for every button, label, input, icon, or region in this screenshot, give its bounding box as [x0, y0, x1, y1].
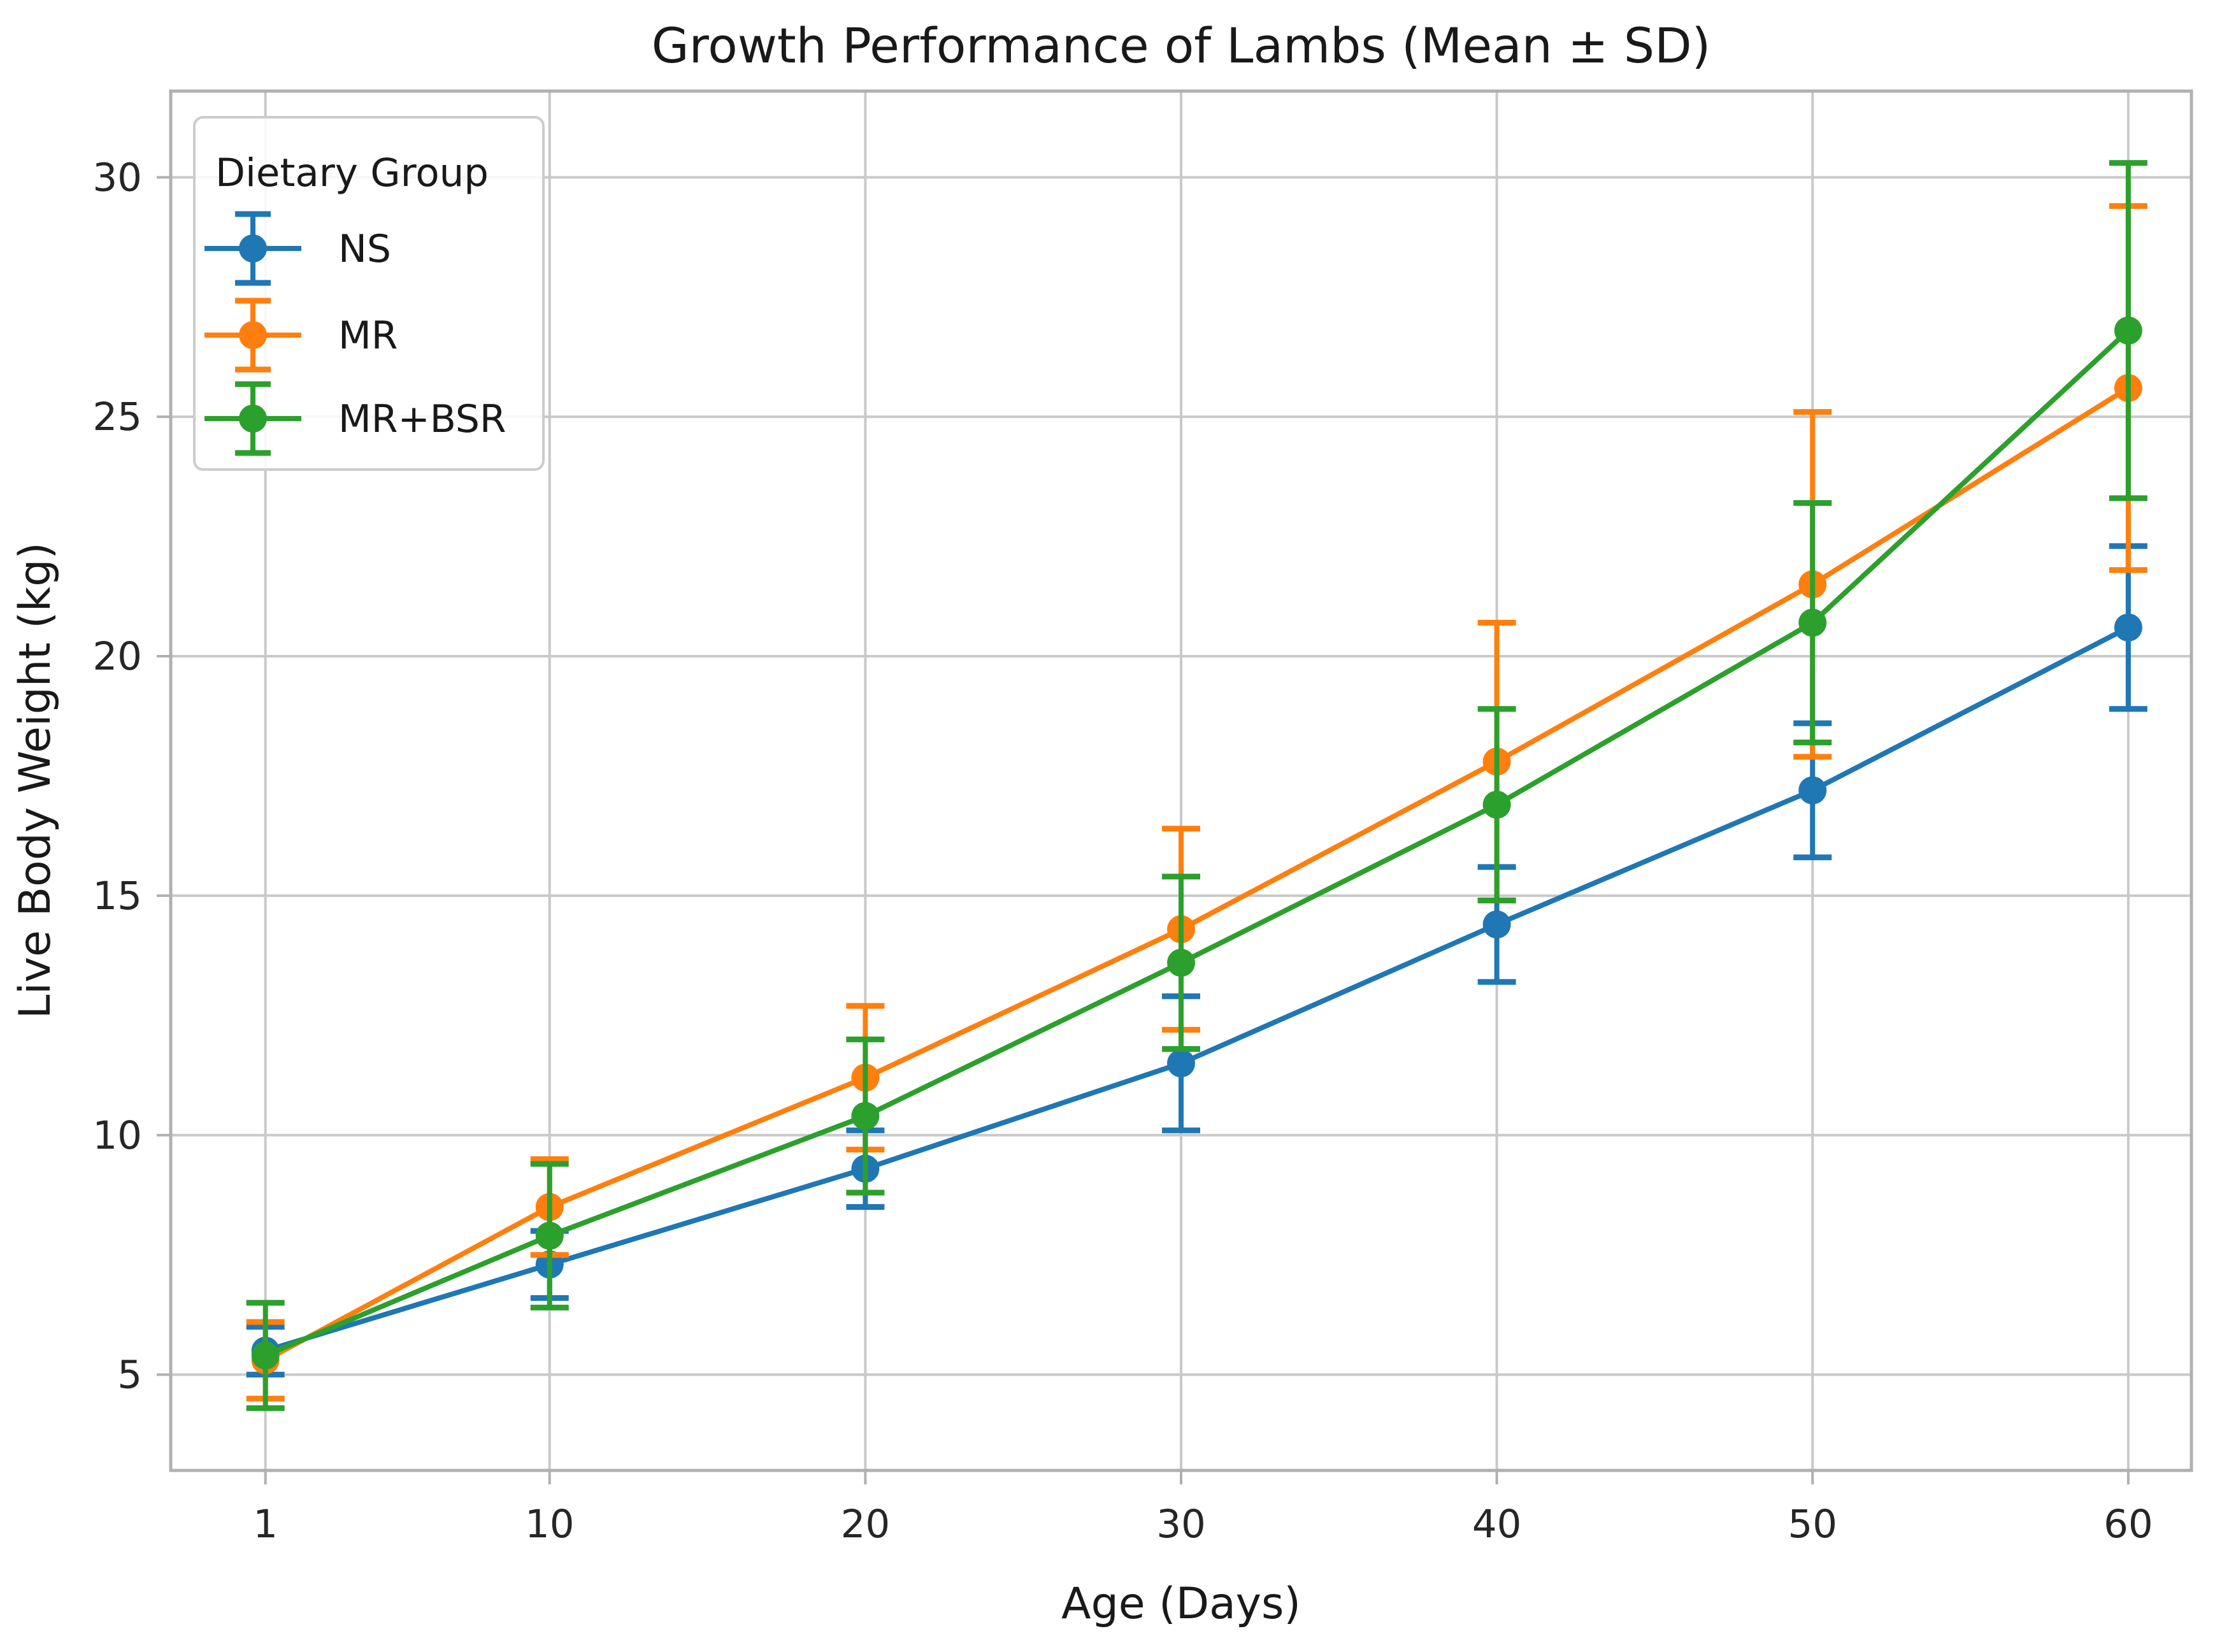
series-NS [246, 543, 2147, 1378]
legend-title: Dietary Group [215, 150, 489, 196]
marker-MR+BSR-day30 [1167, 949, 1195, 977]
x-tick-label: 20 [841, 1502, 891, 1547]
x-tick-label: 50 [1788, 1502, 1837, 1547]
x-tick-label: 30 [1156, 1502, 1206, 1547]
marker-MR+BSR-day60 [2114, 316, 2142, 345]
legend-label-MR: MR [338, 313, 398, 358]
legend: Dietary Group NS MR MR+BSR [193, 116, 545, 471]
y-tick-label: 30 [92, 155, 142, 200]
marker-MR+BSR-day1 [251, 1341, 280, 1370]
y-tick-label: 5 [117, 1353, 142, 1398]
x-tick-label: 40 [1472, 1502, 1522, 1547]
legend-box [193, 116, 545, 471]
legend-entry-NS: NS [204, 211, 391, 286]
legend-label-NS: NS [338, 227, 391, 271]
marker-MR+BSR-day50 [1798, 608, 1827, 637]
y-axis-label: Live Body Weight (kg) [10, 542, 61, 1019]
marker-MR+BSR-day10 [535, 1221, 564, 1250]
y-tick-label: 25 [92, 394, 142, 440]
x-tick-label: 10 [525, 1502, 575, 1547]
legend-entries: NS MR MR+BSR [204, 211, 506, 456]
tick-marks [157, 176, 2130, 1484]
marker-NS-day40 [1482, 910, 1511, 939]
tick-label-layer: 1 10 20 30 40 50 60 5 10 15 20 25 30 [92, 155, 2153, 1547]
legend-marker [239, 405, 267, 433]
y-tick-label: 10 [92, 1113, 142, 1158]
marker-MR+BSR-day40 [1482, 791, 1511, 819]
legend-marker [239, 321, 267, 349]
legend-entry-MR+BSR: MR+BSR [204, 381, 506, 456]
x-tick-label: 1 [253, 1502, 278, 1547]
marker-NS-day30 [1167, 1049, 1195, 1078]
marker-MR+BSR-day20 [851, 1102, 880, 1130]
legend-entry-MR: MR [204, 298, 398, 373]
y-tick-label: 20 [92, 634, 142, 679]
x-tick-label: 60 [2104, 1502, 2153, 1547]
chart-title: Growth Performance of Lambs (Mean ± SD) [652, 17, 1711, 74]
marker-NS-day60 [2114, 613, 2142, 642]
legend-marker [239, 234, 267, 262]
legend-label-MR+BSR: MR+BSR [338, 397, 506, 442]
marker-NS-day50 [1798, 776, 1827, 805]
x-axis-label: Age (Days) [1061, 1579, 1301, 1629]
data-series-layer [246, 160, 2147, 1411]
series-MR+BSR [246, 160, 2147, 1411]
y-tick-label: 15 [92, 873, 142, 919]
